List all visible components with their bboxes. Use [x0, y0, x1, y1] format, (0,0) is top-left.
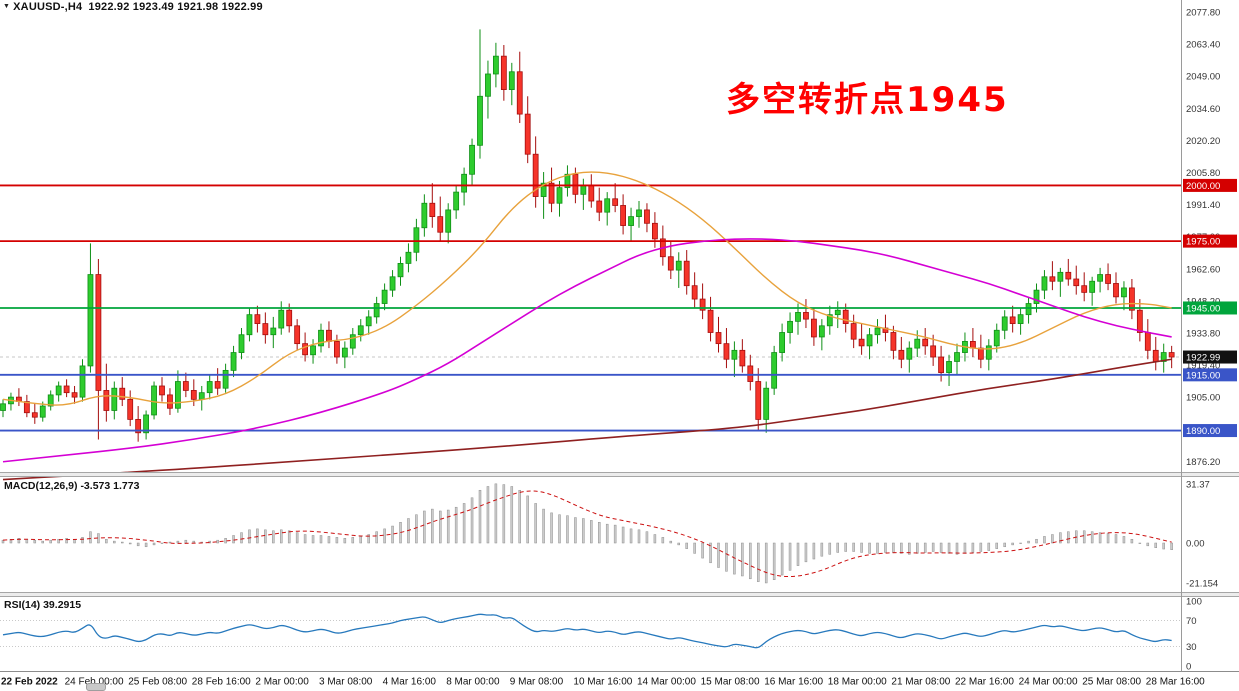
- ma-fast-orange-line: [2, 171, 1172, 406]
- svg-text:1905.00: 1905.00: [1186, 393, 1220, 404]
- svg-text:1991.40: 1991.40: [1186, 200, 1220, 211]
- svg-text:1915.00: 1915.00: [1186, 370, 1220, 381]
- ma-mid-magenta-line: [2, 238, 1172, 463]
- svg-text:-21.154: -21.154: [1186, 578, 1218, 589]
- svg-text:1962.60: 1962.60: [1186, 264, 1220, 275]
- price-badge-1890.00: 1890.00: [1183, 424, 1237, 438]
- price-badge-1915.00: 1915.00: [1183, 368, 1237, 382]
- rsi-indicator-label: RSI(14) 39.2915: [4, 599, 82, 611]
- svg-text:9 Mar 08:00: 9 Mar 08:00: [510, 677, 564, 688]
- macd-indicator-label: MACD(12,26,9) -3.573 1.773: [4, 480, 140, 492]
- time-axis-labels[interactable]: 22 Feb 2022 24 Feb 00:00 25 Feb 08:00 28 Fe…: [1, 677, 1205, 688]
- price-badge-2000.00: 2000.00: [1183, 178, 1237, 192]
- svg-text:0.00: 0.00: [1186, 539, 1205, 550]
- macd-signal-line: [2, 490, 1172, 578]
- svg-text:30: 30: [1186, 642, 1197, 653]
- svg-text:24 Feb 00:00: 24 Feb 00:00: [65, 677, 124, 688]
- macd-histogram: [1, 483, 1173, 584]
- svg-text:1890.00: 1890.00: [1186, 426, 1220, 437]
- svg-text:1919.40: 1919.40: [1186, 361, 1220, 372]
- price-badge-1975.00: 1975.00: [1183, 234, 1237, 248]
- svg-text:14 Mar 00:00: 14 Mar 00:00: [637, 677, 696, 688]
- svg-text:2 Mar 00:00: 2 Mar 00:00: [255, 677, 309, 688]
- svg-text:18 Mar 00:00: 18 Mar 00:00: [828, 677, 887, 688]
- macd-panel[interactable]: 31.37 0.00 -21.154: [1, 479, 1218, 589]
- svg-text:22 Mar 16:00: 22 Mar 16:00: [955, 677, 1014, 688]
- svg-text:31.37: 31.37: [1186, 479, 1210, 490]
- current-price-badge: 1922.99: [1183, 350, 1237, 364]
- svg-text:1876.20: 1876.20: [1186, 457, 1220, 468]
- svg-text:22 Feb 2022: 22 Feb 2022: [1, 677, 58, 688]
- svg-text:0: 0: [1186, 662, 1191, 673]
- svg-text:2005.80: 2005.80: [1186, 168, 1220, 179]
- symbol-label: XAUUSD-,H4: [13, 1, 83, 13]
- ma-slow-darkred-line: [2, 358, 1172, 481]
- annotation-text[interactable]: 多空转折点1945: [726, 80, 1009, 120]
- svg-text:15 Mar 08:00: 15 Mar 08:00: [701, 677, 760, 688]
- svg-text:4 Mar 16:00: 4 Mar 16:00: [383, 677, 437, 688]
- svg-text:2000.00: 2000.00: [1186, 181, 1220, 192]
- rsi-line: [2, 613, 1172, 649]
- symbol-ohlc-label: ▼ XAUUSD-,H4 1922.92 1923.49 1921.98 1922.…: [3, 1, 263, 13]
- macd-axis-ticks: 31.37 0.00 -21.154: [1186, 479, 1218, 589]
- svg-text:2063.40: 2063.40: [1186, 40, 1220, 51]
- svg-text:2077.80: 2077.80: [1186, 8, 1220, 19]
- rsi-panel[interactable]: 100 70 30 0: [0, 596, 1202, 673]
- svg-text:28 Feb 16:00: 28 Feb 16:00: [192, 677, 251, 688]
- price-badge-1945.00: 1945.00: [1183, 301, 1237, 315]
- svg-text:1945.00: 1945.00: [1186, 303, 1220, 314]
- dropdown-triangle-icon: ▼: [3, 3, 11, 10]
- price-chart-panel[interactable]: 2077.80 2063.40 2049.00 2034.60 2020.20 2005.…: [0, 8, 1237, 481]
- rsi-levels: [0, 620, 1181, 647]
- svg-text:28 Mar 16:00: 28 Mar 16:00: [1146, 677, 1205, 688]
- ohlc-values: 1922.92 1923.49 1921.98 1922.99: [88, 1, 263, 13]
- svg-text:1933.80: 1933.80: [1186, 328, 1220, 339]
- svg-text:2020.20: 2020.20: [1186, 136, 1220, 147]
- svg-text:3 Mar 08:00: 3 Mar 08:00: [319, 677, 373, 688]
- svg-text:2049.00: 2049.00: [1186, 72, 1220, 83]
- svg-text:8 Mar 00:00: 8 Mar 00:00: [446, 677, 500, 688]
- svg-text:21 Mar 08:00: 21 Mar 08:00: [891, 677, 950, 688]
- rsi-axis-ticks: 100 70 30 0: [1186, 596, 1202, 672]
- svg-text:25 Feb 08:00: 25 Feb 08:00: [128, 677, 187, 688]
- svg-text:2034.60: 2034.60: [1186, 104, 1220, 115]
- svg-text:1922.99: 1922.99: [1186, 353, 1220, 364]
- svg-text:10 Mar 16:00: 10 Mar 16:00: [573, 677, 632, 688]
- svg-text:24 Mar 00:00: 24 Mar 00:00: [1019, 677, 1078, 688]
- svg-text:1975.00: 1975.00: [1186, 237, 1220, 248]
- svg-text:25 Mar 08:00: 25 Mar 08:00: [1082, 677, 1141, 688]
- candles-layer: [0, 29, 1175, 442]
- svg-text:100: 100: [1186, 596, 1202, 607]
- scrollbar-thumb[interactable]: [86, 683, 106, 691]
- svg-text:70: 70: [1186, 616, 1197, 627]
- svg-text:16 Mar 16:00: 16 Mar 16:00: [764, 677, 823, 688]
